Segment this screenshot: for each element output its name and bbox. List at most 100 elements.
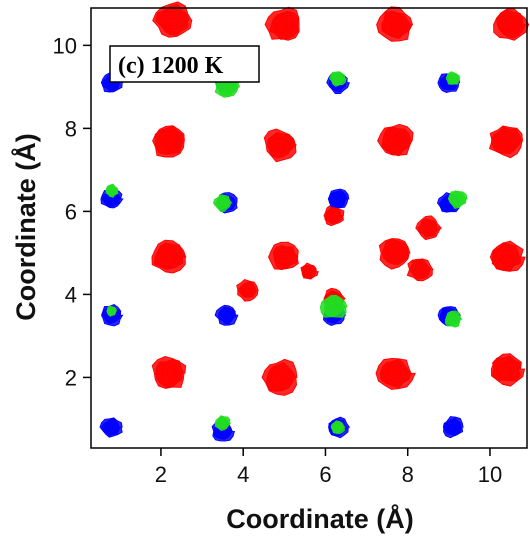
- contour-blob: [151, 239, 187, 274]
- contour-line: [447, 421, 460, 432]
- contour-line: [278, 18, 291, 31]
- contour-line: [491, 242, 521, 272]
- contour-line: [336, 425, 340, 429]
- contour-line: [220, 201, 225, 205]
- contour-line: [500, 251, 514, 264]
- contour-line: [107, 423, 116, 432]
- contour-line: [417, 266, 423, 273]
- contour-blob: [268, 241, 299, 271]
- contour-blob: [152, 125, 185, 158]
- contour-blob: [377, 123, 414, 157]
- contour-blob: [378, 238, 411, 270]
- contour-line: [306, 268, 313, 275]
- contour-line: [327, 299, 342, 314]
- contour-blob: [375, 357, 416, 390]
- contour-line: [382, 128, 410, 154]
- contour-line: [386, 133, 407, 151]
- contour-line: [385, 241, 408, 264]
- y-tick-label: 4: [65, 282, 77, 307]
- contour-line: [162, 367, 176, 379]
- contour-line: [332, 193, 344, 205]
- contour-line: [496, 361, 515, 378]
- contour-line: [104, 420, 120, 435]
- contour-line: [161, 9, 187, 35]
- contour-line: [391, 369, 400, 377]
- contour-line: [160, 248, 179, 267]
- contour-blob: [105, 183, 119, 198]
- contour-line: [274, 247, 296, 267]
- contour-line: [109, 308, 115, 313]
- contour-line: [504, 18, 517, 31]
- contour-line: [281, 254, 288, 260]
- contour-line: [165, 254, 174, 261]
- contour-line: [217, 417, 229, 429]
- contour-line: [215, 424, 231, 440]
- contour-line: [280, 21, 289, 29]
- contour-line: [451, 194, 463, 204]
- contour-line: [507, 21, 514, 28]
- contour-line: [424, 223, 434, 233]
- contour-line: [107, 307, 116, 315]
- contour-line: [335, 75, 341, 82]
- contour-blob: [327, 188, 350, 209]
- contour-line: [272, 14, 297, 36]
- contour-line: [331, 304, 337, 310]
- contour-line: [275, 15, 295, 34]
- contour-line: [221, 80, 235, 93]
- axis-ticks: 2 4 6 8 10 2 4 6 8 10: [53, 33, 503, 487]
- contour-line: [219, 199, 227, 207]
- contour-blob: [151, 356, 187, 389]
- contour-blob: [323, 204, 345, 227]
- contour-line: [162, 134, 177, 147]
- contour-line: [220, 310, 233, 321]
- y-tick-label: 2: [65, 365, 77, 390]
- contour-line: [425, 225, 432, 231]
- contour-line: [450, 317, 456, 322]
- contour-line: [326, 208, 342, 223]
- contour-line: [222, 311, 231, 320]
- contour-line: [224, 312, 230, 317]
- contour-line: [453, 195, 461, 203]
- contour-line: [245, 288, 250, 293]
- y-tick-label: 8: [65, 116, 77, 141]
- contour-line: [307, 269, 312, 274]
- contour-line: [334, 195, 343, 203]
- contour-line: [156, 129, 182, 152]
- contour-line: [495, 130, 519, 153]
- contour-line: [451, 77, 456, 81]
- contour-line: [162, 250, 177, 264]
- contour-line: [381, 238, 410, 265]
- contour-line: [165, 370, 174, 377]
- contour-line: [450, 193, 465, 206]
- contour-line: [241, 284, 254, 296]
- contour-line: [108, 307, 116, 314]
- contour-line: [328, 210, 341, 222]
- contour-blob: [152, 1, 193, 38]
- contour-line: [502, 137, 511, 145]
- contour-line: [389, 18, 402, 31]
- contour-line: [104, 308, 121, 323]
- contour-blob: [263, 128, 298, 163]
- contour-line: [388, 247, 402, 258]
- contour-line: [449, 74, 458, 83]
- contour-blob: [415, 215, 443, 241]
- contour-blob: [214, 415, 232, 431]
- contour-line: [450, 316, 457, 323]
- contour-blob: [213, 194, 233, 212]
- contour-blob: [376, 6, 414, 42]
- contour-line: [392, 250, 400, 256]
- contour-line: [388, 134, 402, 148]
- y-axis-title: Coordinate (Å): [10, 133, 41, 320]
- contour-blob: [319, 295, 348, 318]
- contour-line: [500, 363, 513, 376]
- contour-line: [422, 221, 435, 234]
- contour-line: [271, 137, 291, 154]
- plot-frame: [90, 7, 528, 449]
- contour-line: [277, 142, 284, 148]
- contour-line: [220, 421, 225, 425]
- contour-line: [106, 421, 119, 433]
- panel-label-text: (c) 1200 K: [118, 53, 224, 79]
- contour-line: [156, 245, 184, 269]
- contour-line: [155, 358, 185, 388]
- contour-line: [110, 189, 114, 193]
